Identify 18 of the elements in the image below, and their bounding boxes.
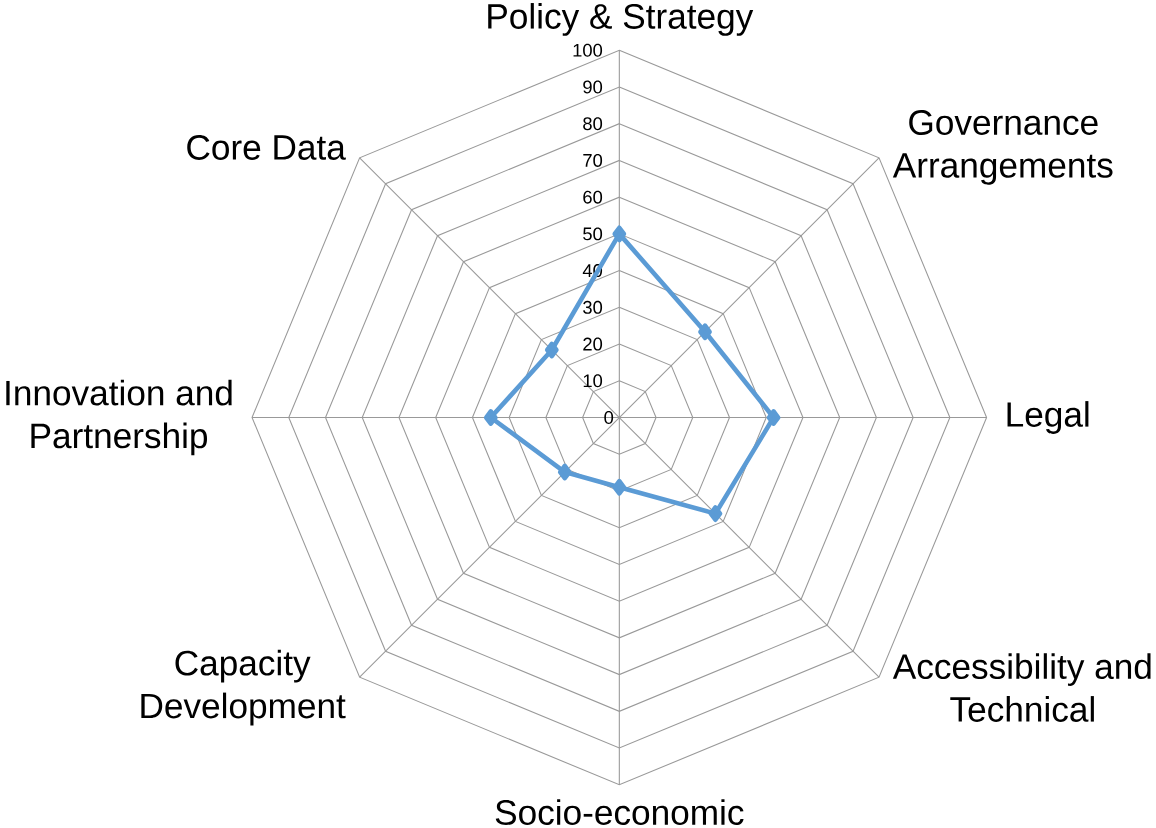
y-tick-label: 10	[583, 374, 603, 388]
spoke-label: Socio-economic	[495, 799, 744, 825]
spoke-label: Core Data	[187, 134, 346, 160]
spoke-label: Accessibility and Technical	[892, 653, 1151, 722]
spoke-label: Innovation and Partnership	[6, 379, 232, 456]
y-tick-label: 30	[583, 300, 603, 314]
spoke-label: Policy & Strategy	[488, 3, 754, 36]
y-tick-label: 60	[583, 190, 603, 204]
y-tick-label: 90	[583, 80, 603, 94]
y-tick-label: 100	[573, 43, 603, 57]
y-tick-label: 0	[604, 410, 614, 424]
y-tick-label: 70	[583, 153, 603, 167]
spoke-label: Governance Arrangements	[892, 110, 1113, 185]
spoke-label: Legal	[1007, 401, 1089, 434]
y-tick-label: 50	[583, 227, 603, 241]
y-tick-label: 20	[583, 337, 603, 351]
y-tick-label: 80	[583, 117, 603, 131]
spoke-label: Capacity Development	[141, 649, 346, 726]
